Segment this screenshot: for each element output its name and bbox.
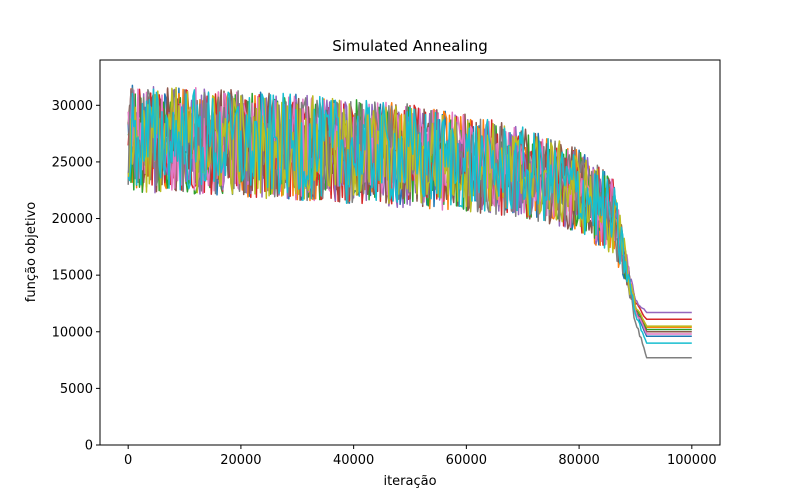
x-tick-label: 20000 xyxy=(220,453,261,468)
x-tick-label: 100000 xyxy=(667,453,717,468)
y-axis-label: função objetivo xyxy=(24,202,39,302)
x-tick-label: 60000 xyxy=(446,453,487,468)
plot-frame xyxy=(99,59,721,446)
series-layer xyxy=(127,84,692,359)
y-tick-label: 25000 xyxy=(52,155,93,170)
series-line-10 xyxy=(127,88,692,344)
x-tick-label: 0 xyxy=(124,453,132,468)
x-axis-label: iteração xyxy=(383,474,436,489)
y-tick-label: 20000 xyxy=(52,212,93,227)
x-tick-label: 40000 xyxy=(333,453,374,468)
x-tick-label: 80000 xyxy=(558,453,599,468)
y-tick-label: 10000 xyxy=(52,325,93,340)
y-tick-label: 30000 xyxy=(52,99,93,114)
chart-title: Simulated Annealing xyxy=(332,37,488,55)
y-tick-label: 5000 xyxy=(60,382,93,397)
ticks-layer: 0 20000 40000 60000 80000 100000 0 5000 10000 150… xyxy=(52,99,717,468)
y-tick-label: 0 xyxy=(85,439,93,454)
y-tick-label: 15000 xyxy=(52,269,93,284)
